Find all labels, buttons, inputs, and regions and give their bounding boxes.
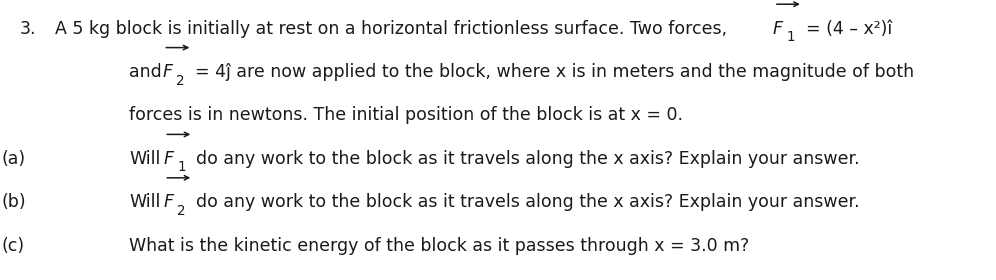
Text: Will: Will (129, 193, 161, 211)
Text: Will: Will (129, 150, 161, 168)
Text: F: F (162, 63, 172, 81)
Text: What is the kinetic energy of the block as it passes through x = 3.0 m?: What is the kinetic energy of the block … (129, 237, 750, 255)
Text: F: F (163, 150, 173, 168)
Text: F: F (773, 20, 783, 38)
Text: do any work to the block as it travels along the x axis? Explain your answer.: do any work to the block as it travels a… (196, 193, 860, 211)
Text: 2: 2 (176, 74, 185, 88)
Text: forces is in newtons. The initial position of the block is at x = 0.: forces is in newtons. The initial positi… (129, 106, 683, 124)
Text: A 5 kg block is initially at rest on a horizontal frictionless surface. Two forc: A 5 kg block is initially at rest on a h… (55, 20, 727, 38)
Text: (a): (a) (2, 150, 26, 168)
Text: 1: 1 (787, 30, 796, 44)
Text: and: and (129, 63, 162, 81)
Text: 3.: 3. (20, 20, 37, 38)
Text: (b): (b) (2, 193, 27, 211)
Text: 2: 2 (177, 204, 186, 218)
Text: do any work to the block as it travels along the x axis? Explain your answer.: do any work to the block as it travels a… (196, 150, 860, 168)
Text: = 4ĵ are now applied to the block, where x is in meters and the magnitude of bot: = 4ĵ are now applied to the block, where… (195, 63, 914, 81)
Text: 1: 1 (177, 160, 186, 174)
Text: F: F (163, 193, 173, 211)
Text: = (4 – x²)î: = (4 – x²)î (806, 20, 892, 38)
Text: (c): (c) (2, 237, 25, 255)
